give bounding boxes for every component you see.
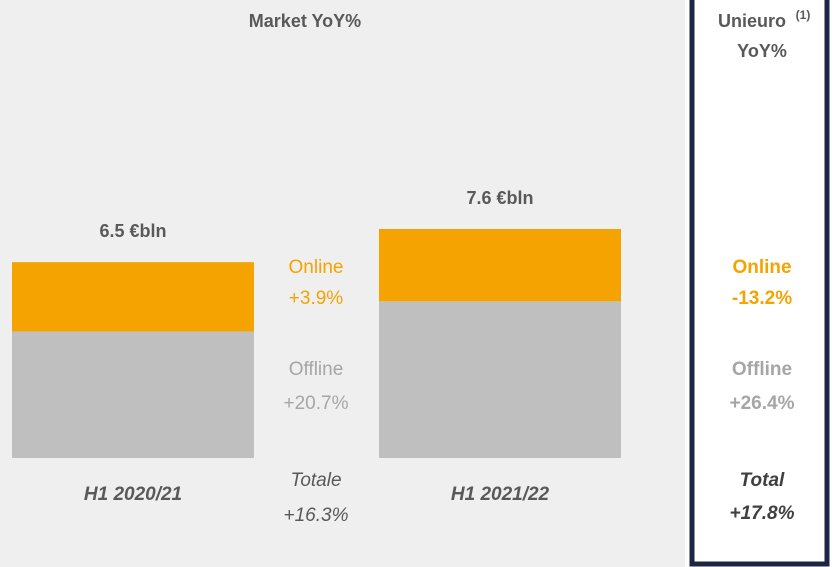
total-growth: +16.3% [284, 505, 349, 526]
unieuro-offline: +26.4% [730, 393, 795, 414]
offline-label: Offline [289, 359, 344, 380]
footnote-mark: (1) [796, 8, 811, 22]
total-label: Totale [290, 470, 341, 491]
unieuro-panel [689, 0, 830, 567]
unieuro-offline-label: Offline [732, 359, 792, 380]
total-label: 6.5 €bln [99, 221, 166, 241]
x-tick-label: H1 2020/21 [84, 484, 182, 505]
unieuro-online-label: Online [732, 257, 791, 278]
bar-segment [12, 262, 254, 332]
online-label: Online [289, 257, 344, 278]
bar-segment [12, 331, 254, 458]
x-tick-label: H1 2021/22 [451, 484, 550, 505]
unieuro-title: Unieuro [718, 11, 786, 31]
unieuro-online: -13.2% [732, 288, 792, 309]
bar-segment [379, 301, 621, 458]
offline-growth: +20.7% [284, 393, 349, 414]
unieuro-total-label: Total [740, 470, 785, 491]
total-label: 7.6 €bln [466, 188, 533, 208]
bar-segment [379, 229, 621, 302]
online-growth: +3.9% [289, 288, 344, 309]
chart-title: Market YoY% [249, 11, 361, 31]
unieuro-total: +17.8% [730, 503, 795, 524]
unieuro-subtitle: YoY% [737, 41, 787, 61]
